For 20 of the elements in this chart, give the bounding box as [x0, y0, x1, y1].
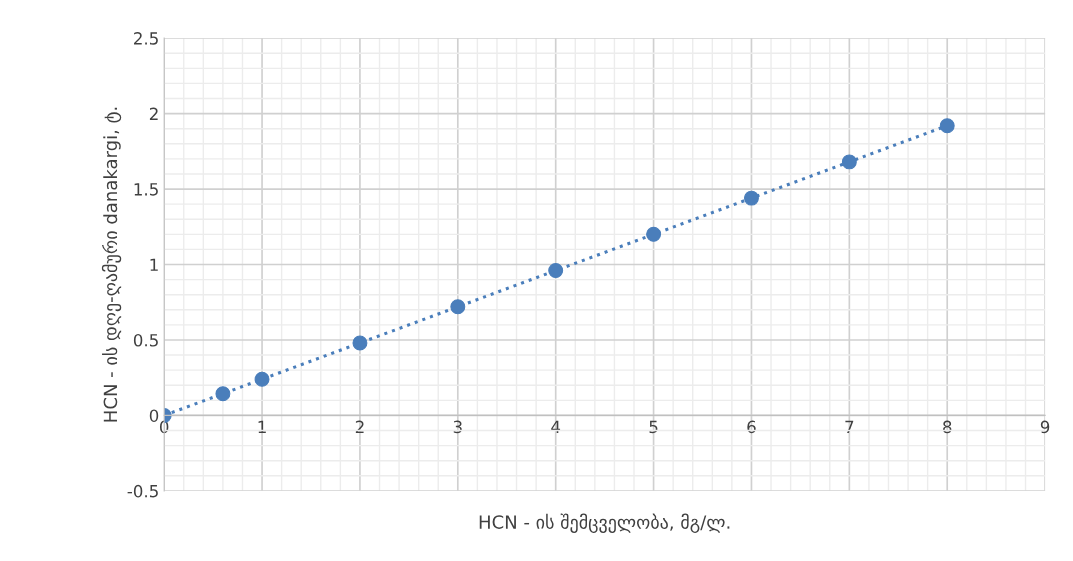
point: [743, 190, 759, 206]
x-axis-title: HCN - ის შემცველობა, მგ/ლ.: [479, 513, 730, 533]
y-tick-label: 2: [149, 107, 158, 120]
point: [352, 335, 368, 351]
y-tick-label: 1.5: [134, 183, 158, 196]
y-tick-label: 1: [150, 258, 158, 271]
point: [254, 371, 270, 387]
y-tick-label: -0.5: [127, 484, 158, 498]
point: [646, 226, 662, 242]
y-tick-label: 2.5: [134, 32, 158, 45]
point: [939, 118, 955, 134]
point: [841, 154, 857, 170]
x-tick-label: 4: [551, 420, 561, 433]
y-tick-label: 0.5: [133, 333, 158, 347]
y-tick-label: 0: [149, 409, 159, 422]
point: [215, 386, 231, 402]
y-axis-title: HCN - ის დღე-ღამური danakargi, ტ.: [101, 107, 122, 422]
point: [548, 263, 564, 279]
x-tick-label: 9: [1040, 420, 1050, 434]
point: [450, 299, 466, 315]
